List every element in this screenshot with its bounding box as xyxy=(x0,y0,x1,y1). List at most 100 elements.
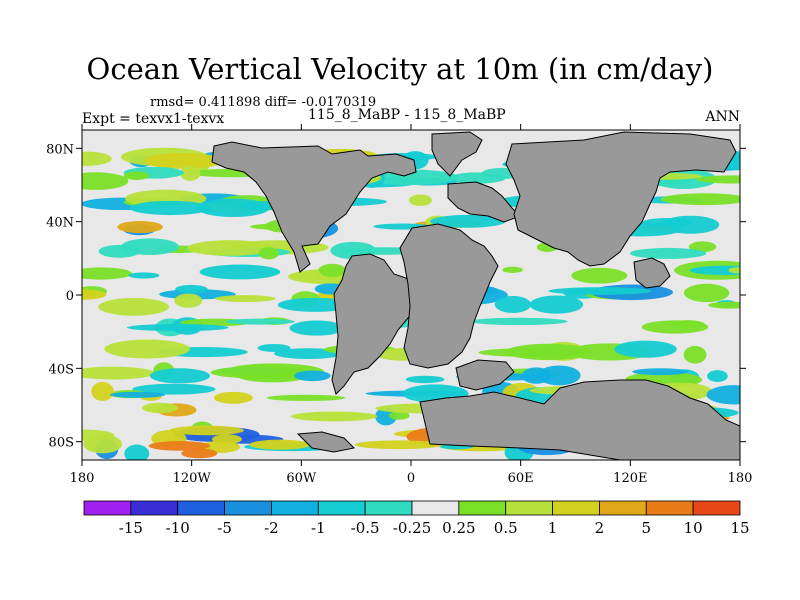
lat-tick-label: 80S xyxy=(49,436,74,451)
velocity-patch xyxy=(110,391,166,398)
colorbar-swatch xyxy=(177,500,225,516)
colorbar-label: 15 xyxy=(730,519,749,537)
longitude-axis: 180 120W 60W 0 60E 120E 180 xyxy=(70,124,753,486)
velocity-patch xyxy=(688,241,717,253)
velocity-patch xyxy=(707,370,728,383)
colorbar-label: 5 xyxy=(642,519,652,537)
velocity-patch xyxy=(104,339,190,359)
velocity-patch xyxy=(196,198,270,218)
colorbar-swatch xyxy=(83,500,132,516)
landmass-africa xyxy=(399,223,499,369)
velocity-patch xyxy=(571,267,628,284)
colorbar-swatch xyxy=(458,500,507,516)
lon-tick-label: 180 xyxy=(728,471,753,486)
landmass-north-america xyxy=(211,141,417,273)
season-label: ANN xyxy=(705,109,740,125)
colorbar-label: -2 xyxy=(264,519,279,537)
velocity-patch xyxy=(660,193,740,206)
velocity-patch xyxy=(632,368,689,376)
velocity-patch xyxy=(670,320,705,329)
velocity-patch xyxy=(180,166,201,181)
velocity-patch xyxy=(174,293,203,308)
velocity-patch xyxy=(199,264,281,280)
colorbar-label: 0.5 xyxy=(494,519,518,537)
velocity-patch xyxy=(258,247,279,260)
velocity-patch xyxy=(708,301,740,309)
velocity-patch xyxy=(354,440,444,450)
velocity-patch xyxy=(142,402,179,414)
velocity-patch xyxy=(123,171,150,181)
velocity-patch xyxy=(175,284,208,294)
velocity-patch xyxy=(257,343,291,352)
velocity-patch xyxy=(143,153,224,169)
velocity-patch xyxy=(187,240,273,256)
velocity-patch xyxy=(149,368,210,384)
velocity-patch xyxy=(120,238,179,255)
lat-tick-label: 0 xyxy=(66,289,74,304)
lon-tick-label: 60E xyxy=(508,471,534,486)
velocity-patch xyxy=(505,343,591,361)
velocity-patch xyxy=(502,266,523,273)
landmass-patagonia-shelf xyxy=(455,359,515,391)
velocity-patch xyxy=(388,411,410,420)
colorbar-swatch xyxy=(364,500,413,516)
lon-tick-label: 60W xyxy=(286,471,317,486)
velocity-patch xyxy=(294,370,331,382)
velocity-patch xyxy=(430,214,506,228)
colorbar-swatch xyxy=(317,500,366,516)
velocity-patch xyxy=(82,366,155,380)
colorbar-swatch xyxy=(552,500,600,516)
velocity-patch xyxy=(683,345,707,364)
landmass-greenland xyxy=(431,131,483,177)
velocity-patch xyxy=(98,297,169,316)
landmass-southeast-asia xyxy=(633,257,671,289)
velocity-patch xyxy=(128,272,160,279)
landmass-eurasia xyxy=(505,131,737,267)
velocity-patch xyxy=(689,265,740,276)
colorbar-label: -0.5 xyxy=(351,519,380,537)
colorbar-swatch xyxy=(130,500,179,516)
velocity-patch xyxy=(82,172,129,190)
velocity-patch xyxy=(290,411,378,422)
colorbar-label: -0.25 xyxy=(393,519,431,537)
velocity-patch xyxy=(318,263,346,278)
colorbar-label: -5 xyxy=(217,519,232,537)
velocity-patch xyxy=(82,289,107,300)
velocity-patch xyxy=(706,385,740,405)
velocity-patch xyxy=(362,169,459,185)
velocity-patch xyxy=(548,287,652,295)
colorbar-label: -1 xyxy=(311,519,326,537)
velocity-patch xyxy=(213,391,253,404)
velocity-patch xyxy=(124,444,150,460)
colorbar-label: 2 xyxy=(595,519,605,537)
lon-tick-label: 120E xyxy=(613,471,647,486)
colorbar-swatch xyxy=(411,500,460,516)
lat-tick-label: 40N xyxy=(46,216,74,231)
experiment-label: Expt = texvx1-texvx xyxy=(82,111,225,127)
velocity-patch xyxy=(225,318,296,325)
velocity-patch xyxy=(169,425,244,436)
velocity-patch xyxy=(210,366,312,379)
landmass-antarctic-peninsula xyxy=(296,431,356,453)
velocity-patch xyxy=(494,295,532,313)
velocity-patch xyxy=(181,448,218,459)
lat-tick-label: 40S xyxy=(49,362,74,377)
land-masses xyxy=(211,131,740,460)
velocity-patch xyxy=(91,381,114,402)
colorbar: -15 -10 -5 -2 -1 -0.5 -0.25 0.25 0.5 1 2 5 10 15 xyxy=(83,500,750,537)
velocity-patch xyxy=(409,194,432,206)
landmass-europe xyxy=(447,181,521,223)
velocity-patch xyxy=(82,267,132,280)
velocity-patch xyxy=(132,383,216,395)
colorbar-label: -15 xyxy=(119,519,143,537)
lat-tick-label: 80N xyxy=(46,142,74,157)
case-label: 115_8_MaBP - 115_8_MaBP xyxy=(308,107,506,123)
colorbar-label: 0.25 xyxy=(442,519,475,537)
velocity-patch xyxy=(696,175,740,184)
latitude-axis: 80N 40N 0 40S 80S xyxy=(46,142,746,451)
landmass-antarctica xyxy=(419,379,740,460)
velocity-patch xyxy=(629,247,707,259)
colorbar-label: -10 xyxy=(166,519,190,537)
velocity-patch xyxy=(82,151,112,166)
